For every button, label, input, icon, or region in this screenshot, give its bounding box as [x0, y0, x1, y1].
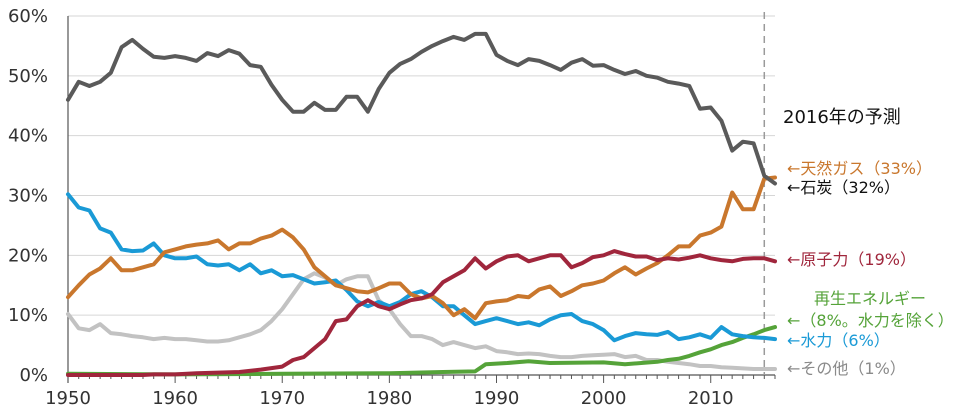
series-line-5	[66, 271, 777, 371]
y-tick-label: 50%	[8, 66, 48, 87]
series-label: ←（8%。水力を除く）	[787, 311, 954, 330]
gridlines	[68, 15, 775, 316]
series-label: 再生エネルギー	[814, 289, 926, 308]
y-tick-label: 40%	[8, 126, 48, 147]
y-tick-label: 10%	[8, 305, 48, 326]
series-line-4	[66, 325, 777, 377]
series-label: ←石炭（32%）	[787, 178, 900, 197]
series-label: ←その他（1%）	[787, 359, 906, 378]
x-tick-label: 1970	[259, 388, 305, 409]
series-lines	[66, 31, 777, 377]
series-end-labels: ←天然ガス（33%）←石炭（32%） ←原子力（19%） 再生エネルギー ←（8%。水…	[787, 159, 954, 378]
series-label: ←天然ガス（33%）	[787, 159, 932, 178]
axes	[67, 16, 776, 383]
series-line-0	[66, 31, 777, 186]
x-tick-label: 2000	[581, 388, 627, 409]
x-tick-label: 1990	[474, 388, 520, 409]
x-tick-label: 1950	[45, 388, 91, 409]
series-label: ←水力（6%）	[787, 331, 890, 350]
y-tick-label: 60%	[8, 6, 48, 27]
x-tick-label: 1960	[152, 388, 198, 409]
y-tick-label: 30%	[8, 186, 48, 207]
forecast-annotation: 2016年の予測	[783, 107, 901, 128]
y-tick-label: 0%	[19, 365, 48, 386]
y-tick-label: 20%	[8, 245, 48, 266]
series-line-2	[66, 249, 777, 377]
series-label: ←原子力（19%）	[787, 250, 916, 269]
x-tick-label: 1980	[366, 388, 412, 409]
series-line-3	[66, 192, 777, 343]
y-tick-labels: 0% 10% 20% 30% 40% 50% 60%	[8, 6, 48, 386]
x-tick-labels: 1950 1960 1970 1980 1990 2000 2010	[45, 388, 734, 409]
x-tick-label: 2010	[688, 388, 734, 409]
